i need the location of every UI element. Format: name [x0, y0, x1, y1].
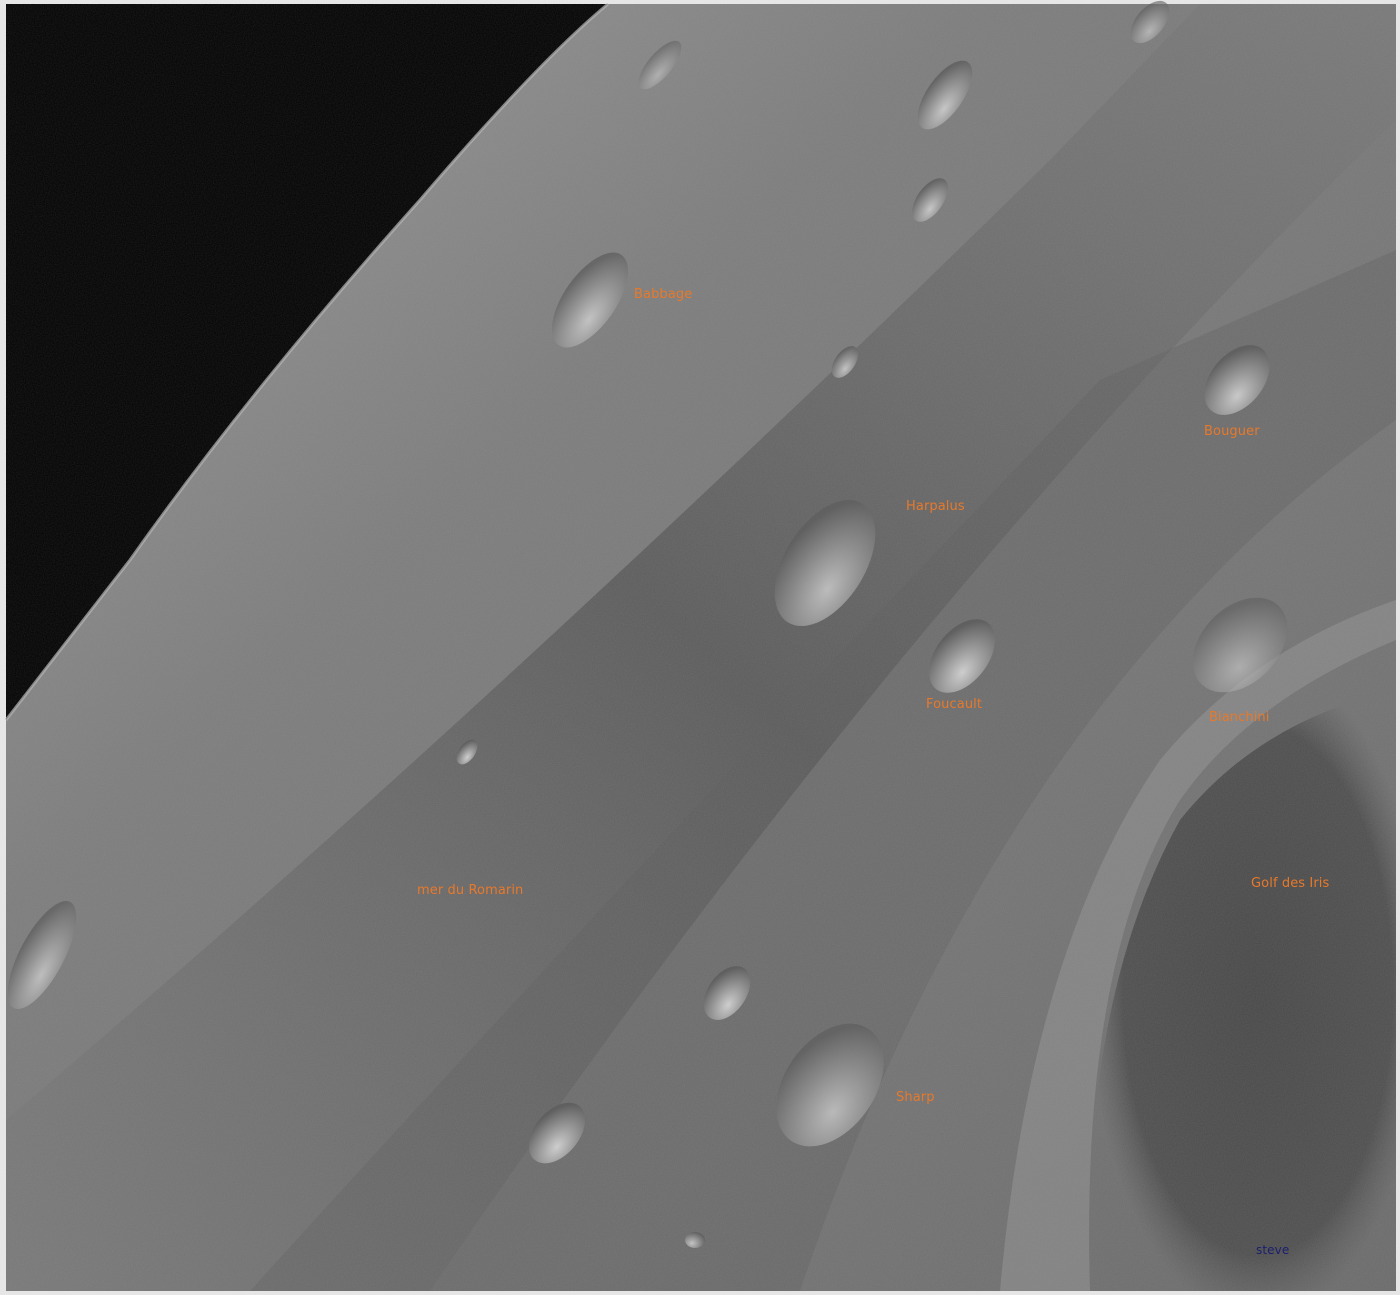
label-bianchini: Bianchini: [1209, 710, 1270, 725]
label-golf-des-iris: Golf des Iris: [1251, 876, 1330, 891]
label-mer-du-romarin: mer du Romarin: [417, 883, 524, 898]
label-babbage: Babbage: [634, 287, 693, 302]
craters: [7, 0, 1288, 1248]
label-harpalus: Harpalus: [906, 499, 965, 514]
label-sharp: Sharp: [896, 1090, 935, 1105]
label-foucault: Foucault: [926, 697, 983, 712]
photographer-signature: steve: [1256, 1243, 1290, 1257]
label-bouguer: Bouguer: [1204, 424, 1260, 439]
